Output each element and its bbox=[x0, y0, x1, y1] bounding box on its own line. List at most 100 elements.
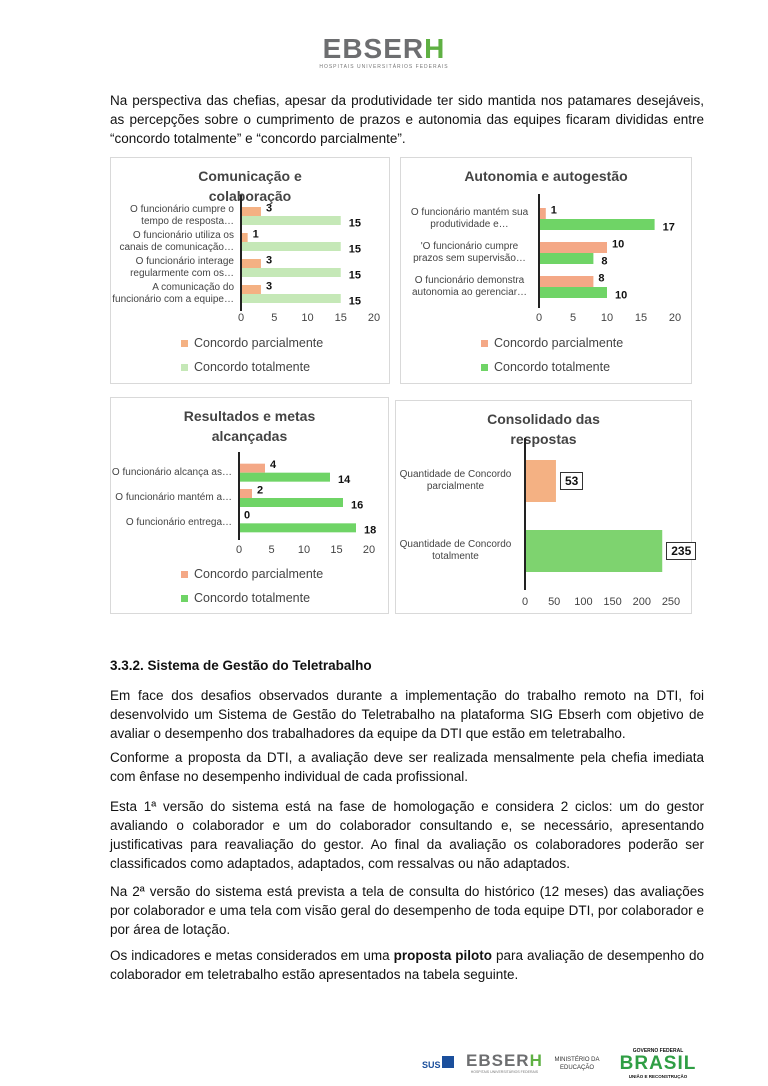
legend-swatch bbox=[181, 594, 188, 602]
chart-title: Autonomia e autogestão bbox=[464, 168, 628, 184]
legend-label: Concordo parcialmente bbox=[194, 567, 324, 581]
value-label: 15 bbox=[349, 243, 361, 255]
value-label: 8 bbox=[601, 255, 607, 267]
value-label: 10 bbox=[612, 238, 624, 250]
bar bbox=[241, 259, 261, 268]
paragraph: Na 2ª versão do sistema está prevista a … bbox=[110, 884, 704, 937]
category-label: Quantidade de Concordo parcialmente bbox=[399, 469, 512, 492]
chart-title: Resultados e metas alcançadas bbox=[183, 408, 316, 444]
section-heading: 3.3.2. Sistema de Gestão do Teletrabalho bbox=[110, 658, 372, 673]
x-tick-label: 0 bbox=[238, 312, 244, 324]
bar bbox=[239, 472, 330, 482]
value-label: 17 bbox=[663, 221, 675, 233]
chart-title: Comunicação e colaboração bbox=[198, 168, 302, 204]
category-label: O funcionário utiliza os canais de comun… bbox=[119, 230, 234, 253]
legend-item: Concordo totalmente bbox=[181, 360, 310, 374]
x-tick-label: 0 bbox=[236, 544, 242, 556]
value-label: 4 bbox=[270, 459, 277, 471]
value-label: 0 bbox=[244, 510, 250, 522]
chart: Consolidado das respostas 0 50 100 150 200 250… bbox=[395, 400, 697, 614]
value-label: 15 bbox=[349, 295, 361, 307]
x-tick-label: 10 bbox=[301, 312, 313, 324]
plot: 0 5 10 15 20 4 14 2 16 0 18 bbox=[236, 452, 376, 556]
x-tick-label: 15 bbox=[330, 544, 342, 556]
legend-swatch bbox=[181, 363, 188, 371]
footer-motto: UNIÃO E RECONSTRUÇÃO bbox=[628, 1074, 688, 1079]
bar bbox=[525, 460, 556, 502]
bar bbox=[241, 207, 261, 216]
bar bbox=[241, 216, 341, 225]
x-tick-label: 250 bbox=[662, 596, 680, 608]
paragraph: Esta 1ª versão do sistema está na fase d… bbox=[110, 799, 704, 871]
x-tick-label: 10 bbox=[298, 544, 310, 556]
footer-brand: EBSERH bbox=[466, 1051, 543, 1070]
value-label: 3 bbox=[266, 254, 272, 266]
x-tick-label: 10 bbox=[601, 312, 613, 324]
bar bbox=[539, 287, 607, 298]
bar bbox=[539, 242, 607, 253]
bar bbox=[539, 219, 655, 230]
paragraph: Conforme a proposta da DTI, a avaliação … bbox=[110, 750, 704, 784]
value-label: 15 bbox=[349, 269, 361, 281]
value-label: 1 bbox=[253, 228, 259, 240]
legend-item: Concordo totalmente bbox=[181, 591, 310, 605]
x-tick-label: 15 bbox=[635, 312, 647, 324]
footer-country: BRASIL bbox=[619, 1053, 697, 1074]
x-tick-label: 50 bbox=[548, 596, 560, 608]
text: Os indicadores e metas considerados em u… bbox=[110, 948, 394, 963]
x-tick-label: 5 bbox=[271, 312, 277, 324]
bar bbox=[239, 489, 252, 498]
category-label: O funcionário entrega… bbox=[125, 517, 232, 529]
bar bbox=[241, 294, 341, 303]
value-label: 18 bbox=[364, 525, 376, 537]
bold-text: proposta piloto bbox=[393, 948, 493, 963]
bar bbox=[539, 208, 546, 219]
legend-swatch bbox=[481, 363, 488, 371]
x-tick-label: 100 bbox=[574, 596, 592, 608]
x-tick-label: 20 bbox=[669, 312, 681, 324]
value-label: 14 bbox=[338, 474, 351, 486]
value-label: 1 bbox=[551, 204, 557, 216]
footer-gov: GOVERNO FEDERAL bbox=[632, 1048, 684, 1054]
x-tick-label: 5 bbox=[570, 312, 576, 324]
x-tick-label: 200 bbox=[633, 596, 651, 608]
value-label: 15 bbox=[349, 217, 361, 229]
plot: 0 50 100 150 200 250 bbox=[522, 438, 680, 608]
chart: Comunicação e colaboração 0 5 10 15 20 3 15 1 15 3… bbox=[110, 157, 390, 384]
category-label: A comunicação do funcionário com a equip… bbox=[112, 282, 234, 305]
header-brand: EBSERH bbox=[322, 33, 446, 64]
legend-item: Concordo totalmente bbox=[481, 360, 610, 374]
x-tick-label: 20 bbox=[363, 544, 375, 556]
legend-label: Concordo totalmente bbox=[194, 591, 311, 605]
x-tick-label: 0 bbox=[536, 312, 542, 324]
header-logo: EBSERH HOSPITAIS UNIVERSITÁRIOS FEDERAIS bbox=[0, 33, 768, 71]
footer-logos: SUS EBSERH HOSPITAIS UNIVERSITÁRIOS FEDE… bbox=[420, 1048, 710, 1082]
category-label: Quantidade de Concordo totalmente bbox=[399, 539, 512, 562]
x-tick-label: 15 bbox=[335, 312, 347, 324]
value-label: 2 bbox=[257, 484, 263, 496]
footer-ministry: MINISTÉRIO DA EDUCAÇÃO bbox=[554, 1057, 600, 1071]
bar bbox=[239, 523, 356, 533]
category-label: O funcionário alcança as… bbox=[111, 466, 232, 478]
chart: Autonomia e autogestão 0 5 10 15 20 1 17 10 8 8 10 O… bbox=[400, 157, 692, 384]
header-brand-sub: HOSPITAIS UNIVERSITÁRIOS FEDERAIS bbox=[319, 64, 449, 70]
category-label: O funcionário interage regularmente com … bbox=[130, 256, 234, 279]
paragraph: Em face dos desafios observados durante … bbox=[110, 688, 704, 741]
bar bbox=[239, 498, 343, 507]
bar bbox=[239, 463, 265, 473]
plot: 0 5 10 15 20 1 17 10 8 8 10 bbox=[536, 194, 681, 324]
value-label: 16 bbox=[351, 499, 363, 511]
footer-brand-logo: EBSERH HOSPITAIS UNIVERSITÁRIOS FEDERAIS bbox=[466, 1051, 543, 1075]
bar bbox=[525, 530, 663, 572]
legend-item: Concordo parcialmente bbox=[481, 336, 623, 350]
chart: Resultados e metas alcançadas 0 5 10 15 20 4 14… bbox=[110, 397, 389, 614]
chart-title: Consolidado das respostas bbox=[487, 411, 600, 447]
legend-label: Concordo parcialmente bbox=[194, 336, 324, 350]
x-tick-label: 0 bbox=[522, 596, 528, 608]
x-tick-label: 5 bbox=[268, 544, 274, 556]
value-label: 8 bbox=[598, 272, 604, 284]
legend-label: Concordo parcialmente bbox=[494, 336, 624, 350]
category-label: 'O funcionário cumpre prazos sem supervi… bbox=[413, 241, 526, 264]
legend-swatch bbox=[181, 570, 188, 578]
